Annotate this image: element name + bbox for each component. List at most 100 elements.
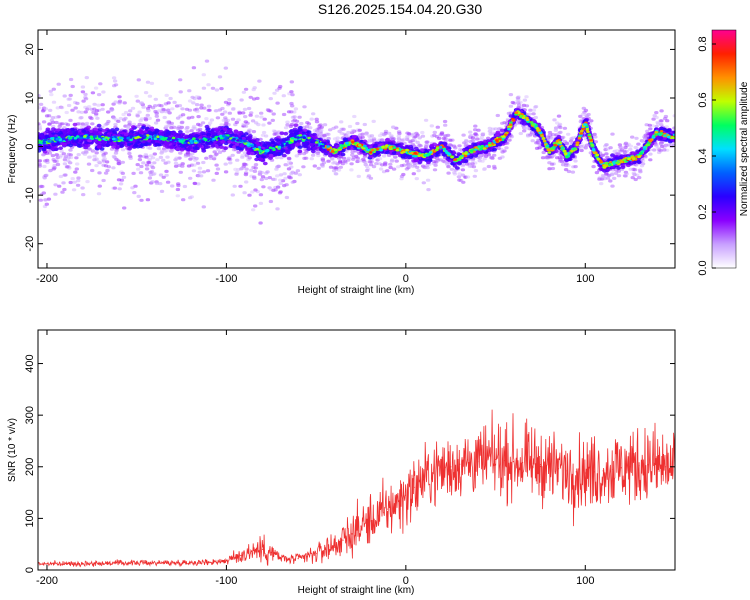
heat-cell — [268, 97, 273, 101]
heat-cell — [604, 152, 609, 156]
heat-cell — [96, 160, 101, 164]
heat-cell — [38, 159, 43, 163]
heat-cell — [404, 159, 410, 163]
heat-cell — [71, 188, 77, 192]
heat-cell — [562, 126, 568, 130]
heat-cell — [70, 177, 75, 181]
heat-cell — [623, 141, 629, 145]
heat-cell — [457, 144, 462, 148]
heat-cell — [272, 91, 277, 95]
heat-cell — [143, 116, 148, 120]
heat-cell — [479, 135, 485, 139]
heat-cell — [214, 152, 219, 156]
heat-cell — [309, 117, 314, 121]
heat-cell — [41, 120, 47, 124]
heat-cell — [55, 162, 61, 167]
heat-cell — [500, 155, 505, 159]
heat-cell — [284, 163, 290, 167]
heat-cell — [533, 115, 538, 120]
heat-cell — [153, 121, 159, 125]
heat-cell — [54, 120, 59, 125]
heat-cell — [226, 101, 232, 105]
heat-cell — [242, 107, 248, 111]
heat-cell — [98, 82, 103, 86]
heat-cell — [262, 161, 268, 166]
heat-cell — [217, 150, 223, 154]
heat-cell — [580, 112, 586, 116]
heat-cell — [196, 174, 201, 178]
heat-cell — [49, 93, 54, 97]
heat-cell — [259, 178, 264, 182]
heat-cell — [320, 164, 325, 168]
heat-cell — [76, 153, 81, 157]
heat-cell — [183, 154, 189, 158]
heat-cell — [184, 127, 189, 131]
heat-cell — [102, 157, 108, 161]
heat-cell — [111, 76, 117, 80]
heat-cell — [292, 115, 297, 119]
heat-cell — [253, 204, 258, 208]
heat-cell — [357, 128, 362, 132]
heat-cell — [256, 123, 261, 127]
heat-cell — [173, 158, 178, 162]
heat-cell — [57, 124, 62, 128]
heat-cell — [470, 136, 476, 140]
heat-cell — [96, 103, 101, 107]
heat-cell — [237, 111, 242, 115]
heat-cell — [201, 86, 207, 90]
heat-cell — [135, 114, 140, 118]
heat-cell — [244, 167, 249, 171]
heat-cell — [547, 133, 552, 137]
heat-cell — [58, 155, 63, 159]
heat-cell — [528, 108, 533, 112]
heat-cell — [215, 167, 221, 171]
heat-cell — [351, 157, 356, 161]
heat-cell — [396, 137, 402, 141]
heat-cell — [341, 127, 346, 131]
heat-cell — [288, 124, 293, 128]
heat-cell — [432, 160, 437, 164]
heat-cell — [83, 97, 89, 101]
heat-cell — [231, 107, 236, 111]
heat-cell — [443, 123, 448, 127]
heat-cell — [377, 157, 383, 161]
heat-cell — [634, 136, 639, 140]
heat-cell — [350, 150, 355, 154]
heat-cell — [364, 132, 369, 136]
heat-cell — [276, 133, 281, 137]
heat-cell — [255, 96, 260, 100]
heat-cell — [636, 142, 641, 146]
heat-cell — [211, 178, 216, 182]
heat-cell — [525, 134, 531, 138]
heat-cell — [202, 106, 207, 110]
heat-cell — [242, 162, 248, 166]
heat-cell — [178, 170, 183, 174]
heat-cell — [236, 150, 241, 154]
heat-cell — [137, 158, 143, 162]
heat-cell — [144, 167, 150, 171]
heat-cell — [169, 126, 174, 130]
heat-cell — [82, 152, 88, 156]
heat-cell — [172, 100, 177, 104]
heat-cell — [145, 113, 150, 117]
heat-cell — [106, 119, 111, 124]
heat-cell — [367, 139, 372, 144]
heat-cell — [80, 186, 85, 190]
heat-cell — [44, 202, 49, 206]
heat-cell — [53, 183, 58, 187]
heat-cell — [116, 178, 122, 182]
heat-cell — [396, 165, 401, 169]
heat-cell — [240, 154, 245, 158]
heat-cell — [56, 82, 61, 86]
heat-cell — [470, 158, 475, 162]
heat-cell — [242, 191, 247, 195]
heat-cell — [116, 159, 121, 163]
heat-cell — [363, 160, 368, 164]
heat-cell — [153, 97, 158, 101]
heat-cell — [204, 117, 209, 121]
heat-cell — [487, 129, 493, 133]
heat-cell — [49, 118, 55, 123]
heat-cell — [58, 146, 63, 150]
heat-cell — [610, 184, 615, 188]
